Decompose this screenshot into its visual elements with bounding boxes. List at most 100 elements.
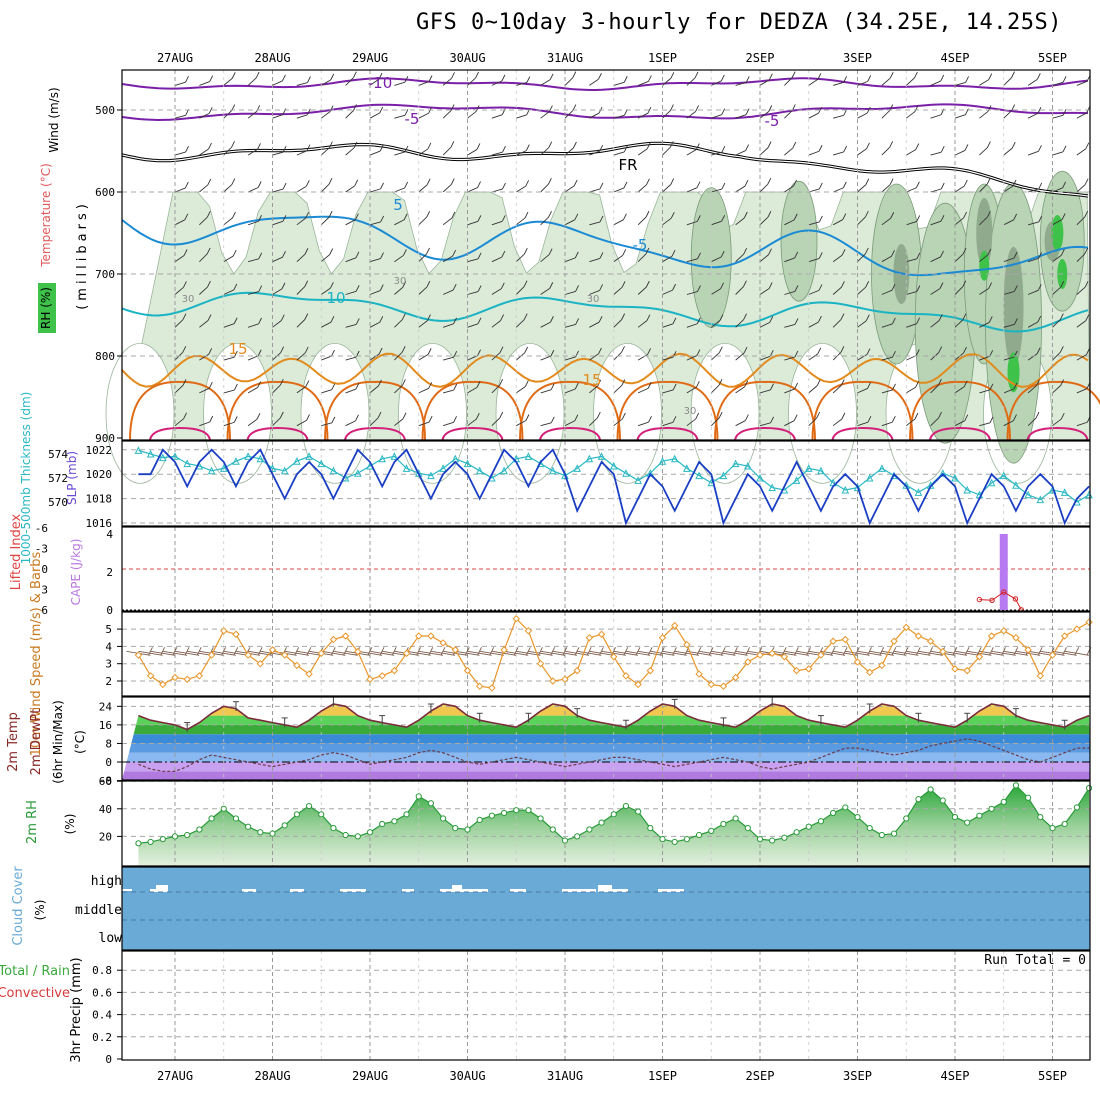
- wind10-tick-label: 4: [105, 640, 112, 653]
- wind-barb: [272, 188, 284, 193]
- rh2m-marker: [245, 823, 252, 830]
- temp2m-tick-label: 0: [105, 756, 112, 769]
- wind-barb: [564, 324, 576, 328]
- wind-barb: [759, 147, 769, 156]
- wind-barb-feather: [768, 105, 773, 112]
- wind-barb-feather: [623, 181, 628, 189]
- wind10-barb-feather: [647, 647, 653, 656]
- wind10-marker: [987, 632, 996, 640]
- wind-barb-feather: [428, 382, 433, 389]
- wind-barb: [247, 387, 258, 394]
- li-tick-label: 3: [41, 583, 48, 596]
- wind-barb: [223, 356, 235, 361]
- wind-barb: [1003, 356, 1015, 361]
- wind-barb: [296, 217, 306, 226]
- wind-barb-feather: [233, 383, 238, 391]
- wind10-marker: [536, 659, 545, 668]
- lifted-index-point: [1012, 596, 1019, 602]
- wind-barb: [516, 150, 527, 156]
- wind-barb-feather: [621, 346, 625, 353]
- high-cloud-gap: [290, 889, 304, 892]
- wind-barb: [979, 322, 990, 328]
- thickness-marker: [731, 459, 740, 468]
- wind-barb-feather: [258, 285, 263, 292]
- wind10-marker: [585, 634, 594, 642]
- thickness-marker: [305, 452, 313, 460]
- wind-barb-feather: [257, 349, 262, 356]
- wind-barb-feather: [672, 317, 677, 325]
- rh2m-marker: [671, 838, 678, 846]
- wind-barb-feather: [404, 76, 409, 83]
- wind-barb: [491, 114, 503, 119]
- wind-barb-feather: [794, 382, 799, 390]
- temp-band-warm: [122, 706, 1090, 716]
- wind-barb-feather: [987, 141, 991, 148]
- wind10-marker: [244, 651, 252, 659]
- wind-barb-feather: [258, 317, 262, 325]
- isotherm-25: [636, 426, 699, 441]
- wind-barb-feather: [721, 145, 726, 153]
- high-cloud-gap-peak: [598, 885, 612, 890]
- wind-barb-feather: [209, 415, 214, 423]
- wind-barb: [759, 79, 770, 86]
- wind-barb: [467, 149, 478, 156]
- wind-barb-feather: [793, 414, 798, 421]
- wind-barb: [442, 147, 452, 156]
- rh2m-marker: [318, 811, 325, 818]
- wind-barb-feather: [207, 280, 211, 288]
- wind-barb-feather: [232, 211, 236, 219]
- wind-barb: [1027, 385, 1037, 394]
- wind10-barb-feather: [391, 647, 397, 656]
- wind-barb: [686, 258, 698, 263]
- wind-barb: [1052, 114, 1064, 119]
- rh2m-marker: [817, 818, 825, 825]
- wind-barb: [686, 111, 696, 119]
- wind-barb: [516, 185, 526, 193]
- wind10-marker: [890, 637, 898, 645]
- wind-barb-feather: [718, 411, 723, 419]
- wind-barb-feather: [891, 317, 896, 325]
- wind10-marker: [756, 651, 764, 659]
- high-cloud-gap: [150, 889, 168, 892]
- wind-barb: [906, 386, 916, 394]
- wind-barb: [369, 188, 381, 193]
- wind-barb: [954, 386, 965, 394]
- wind10-barb-feather: [854, 647, 860, 656]
- wind-barb: [930, 288, 941, 295]
- wind-barb: [418, 387, 429, 394]
- wind10-barb: [613, 650, 639, 656]
- wind-barb: [296, 319, 306, 328]
- wind-barb-feather: [645, 210, 650, 218]
- wind-barb-feather: [989, 383, 994, 391]
- temp-band: [122, 762, 1090, 772]
- wind-barb-feather: [279, 378, 284, 386]
- wind-barb-feather: [524, 211, 529, 219]
- wind10-barb-feather: [574, 647, 580, 656]
- wind-barb: [248, 291, 259, 295]
- wind10-marker: [1060, 632, 1069, 640]
- wind-barb: [272, 114, 284, 119]
- wind-barb: [174, 385, 184, 394]
- wind-barb: [345, 257, 357, 263]
- wind-barb-feather: [840, 313, 845, 320]
- rh2m-marker: [537, 815, 544, 822]
- wind-barb: [248, 258, 259, 263]
- wind10-marker: [207, 651, 216, 659]
- wind-barb-feather: [816, 411, 821, 419]
- wind-barb-feather: [280, 346, 285, 353]
- wind-barb: [637, 286, 647, 295]
- wind-barb: [1027, 257, 1039, 263]
- wind-barb: [662, 184, 671, 193]
- wind-barb: [418, 112, 429, 119]
- wind-barb: [662, 323, 674, 328]
- wind-barb-feather: [208, 107, 213, 114]
- wind-barb-feather: [1013, 382, 1018, 390]
- wind-barb-feather: [962, 313, 967, 320]
- contour-label: -5: [405, 110, 420, 128]
- wind10-barb: [431, 650, 456, 656]
- wind10-barb: [504, 650, 529, 656]
- rh2m-marker: [379, 820, 386, 828]
- rh2m-unit-label: (%): [63, 814, 77, 835]
- wind-barb-feather: [794, 318, 799, 325]
- wind-barb-feather: [793, 213, 798, 221]
